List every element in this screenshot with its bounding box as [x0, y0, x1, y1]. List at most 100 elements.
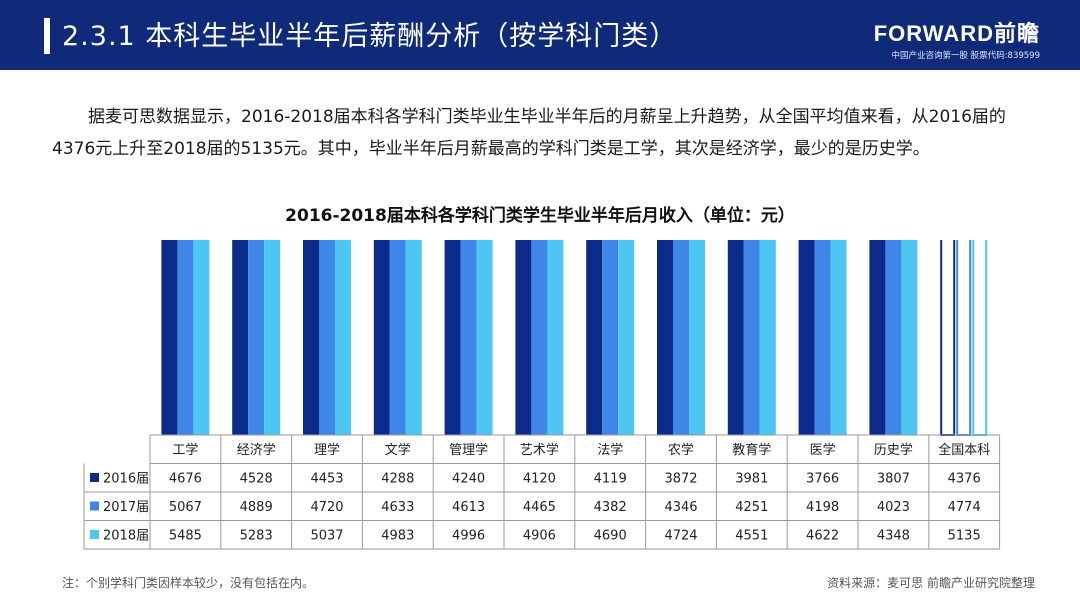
- brand-name: FORWARD前瞻: [873, 21, 1040, 46]
- bar-2016届-文学: [373, 240, 390, 436]
- data-label: 4528: [240, 472, 273, 487]
- bar-2018届-工学: [193, 240, 210, 435]
- data-label: 4613: [452, 500, 485, 515]
- category-label: 理学: [314, 442, 340, 458]
- bar-2017届-艺术学: [531, 240, 548, 435]
- brand-logo: FORWARD前瞻 中国产业咨询第一股 股票代码:839599: [874, 16, 1040, 61]
- data-label: 4288: [381, 472, 414, 487]
- category-label: 文学: [385, 442, 411, 458]
- header-accent-bar: [44, 18, 50, 54]
- category-label: 农学: [668, 442, 694, 458]
- bar-2017届-管理学: [460, 240, 477, 435]
- bar-2017届-医学: [814, 240, 831, 436]
- header-banner: 2.3.1 本科生毕业半年后薪酬分析（按学科门类） FORWARD前瞻 中国产业…: [0, 0, 1080, 70]
- data-label: 5037: [310, 529, 343, 544]
- data-label: 4251: [735, 500, 768, 515]
- bar-2018届-历史学: [901, 240, 918, 435]
- legend-swatch-2016届: [90, 473, 99, 482]
- data-label: 4348: [877, 529, 910, 544]
- data-label: 5067: [169, 500, 202, 515]
- data-label: 4633: [381, 500, 414, 515]
- category-label: 教育学: [732, 442, 771, 458]
- page-title: 2.3.1 本科生毕业半年后薪酬分析（按学科门类）: [62, 21, 678, 52]
- category-label: 管理学: [449, 442, 488, 458]
- bar-2016届-医学: [798, 240, 815, 436]
- bar-2018届-艺术学: [547, 240, 564, 436]
- category-label: 艺术学: [520, 442, 559, 458]
- bar-2017届-工学: [177, 240, 194, 435]
- bar-2017届-全国本科: [956, 240, 972, 436]
- data-label: 4465: [523, 500, 556, 515]
- bar-2017届-文学: [389, 240, 406, 435]
- data-label: 4774: [948, 500, 981, 515]
- data-label: 4023: [877, 500, 910, 515]
- bar-2018届-全国本科: [972, 240, 988, 436]
- bar-2016届-管理学: [444, 240, 461, 435]
- bar-2018届-文学: [405, 240, 422, 435]
- bar-2017届-理学: [319, 240, 335, 435]
- data-label: 5485: [169, 529, 202, 544]
- data-label: 3872: [664, 472, 697, 487]
- category-label: 法学: [597, 442, 623, 458]
- data-label: 4198: [806, 500, 839, 515]
- data-label: 4889: [240, 500, 273, 515]
- bar-2017届-经济学: [248, 240, 265, 435]
- bar-2016届-法学: [586, 240, 603, 435]
- bar-2018届-经济学: [264, 240, 281, 435]
- bar-2016届-教育学: [727, 240, 744, 436]
- data-label: 4690: [594, 529, 627, 544]
- data-label: 5283: [240, 529, 273, 544]
- data-label: 4119: [594, 472, 627, 487]
- data-label: 3981: [735, 472, 768, 487]
- bar-2018届-医学: [830, 240, 847, 435]
- legend-label: 2017届: [103, 500, 149, 515]
- data-label: 4346: [664, 500, 697, 515]
- category-label: 工学: [172, 442, 198, 458]
- bar-2018届-法学: [618, 240, 635, 435]
- bar-2016届-理学: [303, 240, 319, 435]
- chart-title: 2016-2018届本科各学科门类学生毕业半年后月收入（单位：元）: [285, 206, 795, 226]
- data-label: 4720: [310, 500, 343, 515]
- data-label: 4906: [523, 529, 556, 544]
- data-label: 3807: [877, 472, 910, 487]
- bar-2016届-历史学: [869, 240, 886, 435]
- legend-label: 2016届: [103, 472, 149, 487]
- data-label: 4996: [452, 529, 485, 544]
- bar-2016届-经济学: [232, 240, 249, 435]
- data-label: 4376: [948, 472, 981, 487]
- bar-2016届-艺术学: [515, 240, 532, 435]
- legend-label: 2018届: [103, 529, 149, 544]
- bar-2017届-教育学: [743, 240, 760, 436]
- source-note: 资料来源：麦可思 前瞻产业研究院整理: [827, 576, 1035, 590]
- data-label: 4676: [169, 472, 202, 487]
- data-label: 4240: [452, 472, 485, 487]
- category-label: 历史学: [874, 442, 913, 458]
- category-label: 经济学: [237, 442, 276, 458]
- data-label: 4551: [735, 529, 768, 544]
- bar-2016届-农学: [657, 240, 673, 435]
- brand-subtitle: 中国产业咨询第一股 股票代码:839599: [891, 51, 1040, 61]
- data-label: 4622: [806, 529, 839, 544]
- data-label: 4453: [310, 472, 343, 487]
- bar-2016届-工学: [161, 240, 178, 436]
- category-label: 医学: [810, 442, 836, 458]
- bar-2016届-全国本科: [940, 240, 956, 437]
- bar-2017届-农学: [673, 240, 689, 436]
- data-label: 4120: [523, 472, 556, 487]
- bar-2018届-管理学: [476, 240, 493, 436]
- category-label: 全国本科: [938, 442, 990, 458]
- data-label: 4983: [381, 529, 414, 544]
- footnote: 注：个别学科门类因样本较少，没有包括在内。: [62, 576, 315, 590]
- bar-2017届-历史学: [885, 240, 902, 435]
- data-label: 4382: [594, 500, 627, 515]
- data-label: 5135: [948, 529, 981, 544]
- legend-swatch-2018届: [90, 530, 99, 539]
- bar-chart: 工学 经济学 理学 文学 管理学 艺术学 法学 农学 教育学 医学 历史学 全国本科 2016届 4676…: [83, 240, 1001, 550]
- bar-2017届-法学: [602, 240, 619, 435]
- data-label: 3766: [806, 472, 839, 487]
- bar-2018届-理学: [335, 240, 351, 435]
- bar-2018届-教育学: [759, 240, 776, 436]
- intro-paragraph: 据麦可思数据显示，2016-2018届本科各学科门类毕业生毕业半年后的月薪呈上升…: [52, 107, 1006, 159]
- legend-swatch-2017届: [90, 501, 99, 511]
- data-label: 4724: [664, 529, 697, 544]
